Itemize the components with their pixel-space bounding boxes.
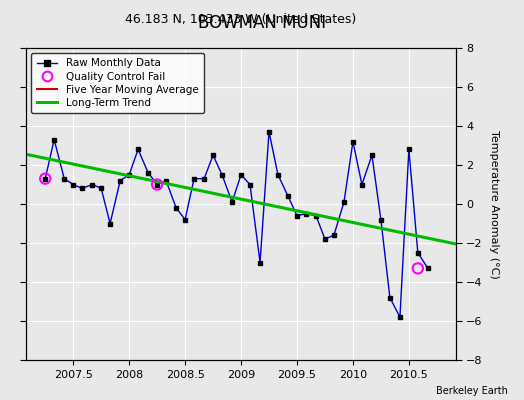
- Title: 46.183 N, 103.433 W (United States): 46.183 N, 103.433 W (United States): [125, 13, 357, 26]
- Legend: Raw Monthly Data, Quality Control Fail, Five Year Moving Average, Long-Term Tren: Raw Monthly Data, Quality Control Fail, …: [31, 53, 204, 113]
- Text: Berkeley Earth: Berkeley Earth: [436, 386, 508, 396]
- Point: [153, 181, 161, 188]
- Point: [41, 176, 49, 182]
- Text: BOWMAN MUNI: BOWMAN MUNI: [198, 14, 326, 32]
- Y-axis label: Temperature Anomaly (°C): Temperature Anomaly (°C): [489, 130, 499, 278]
- Point: [413, 265, 422, 272]
